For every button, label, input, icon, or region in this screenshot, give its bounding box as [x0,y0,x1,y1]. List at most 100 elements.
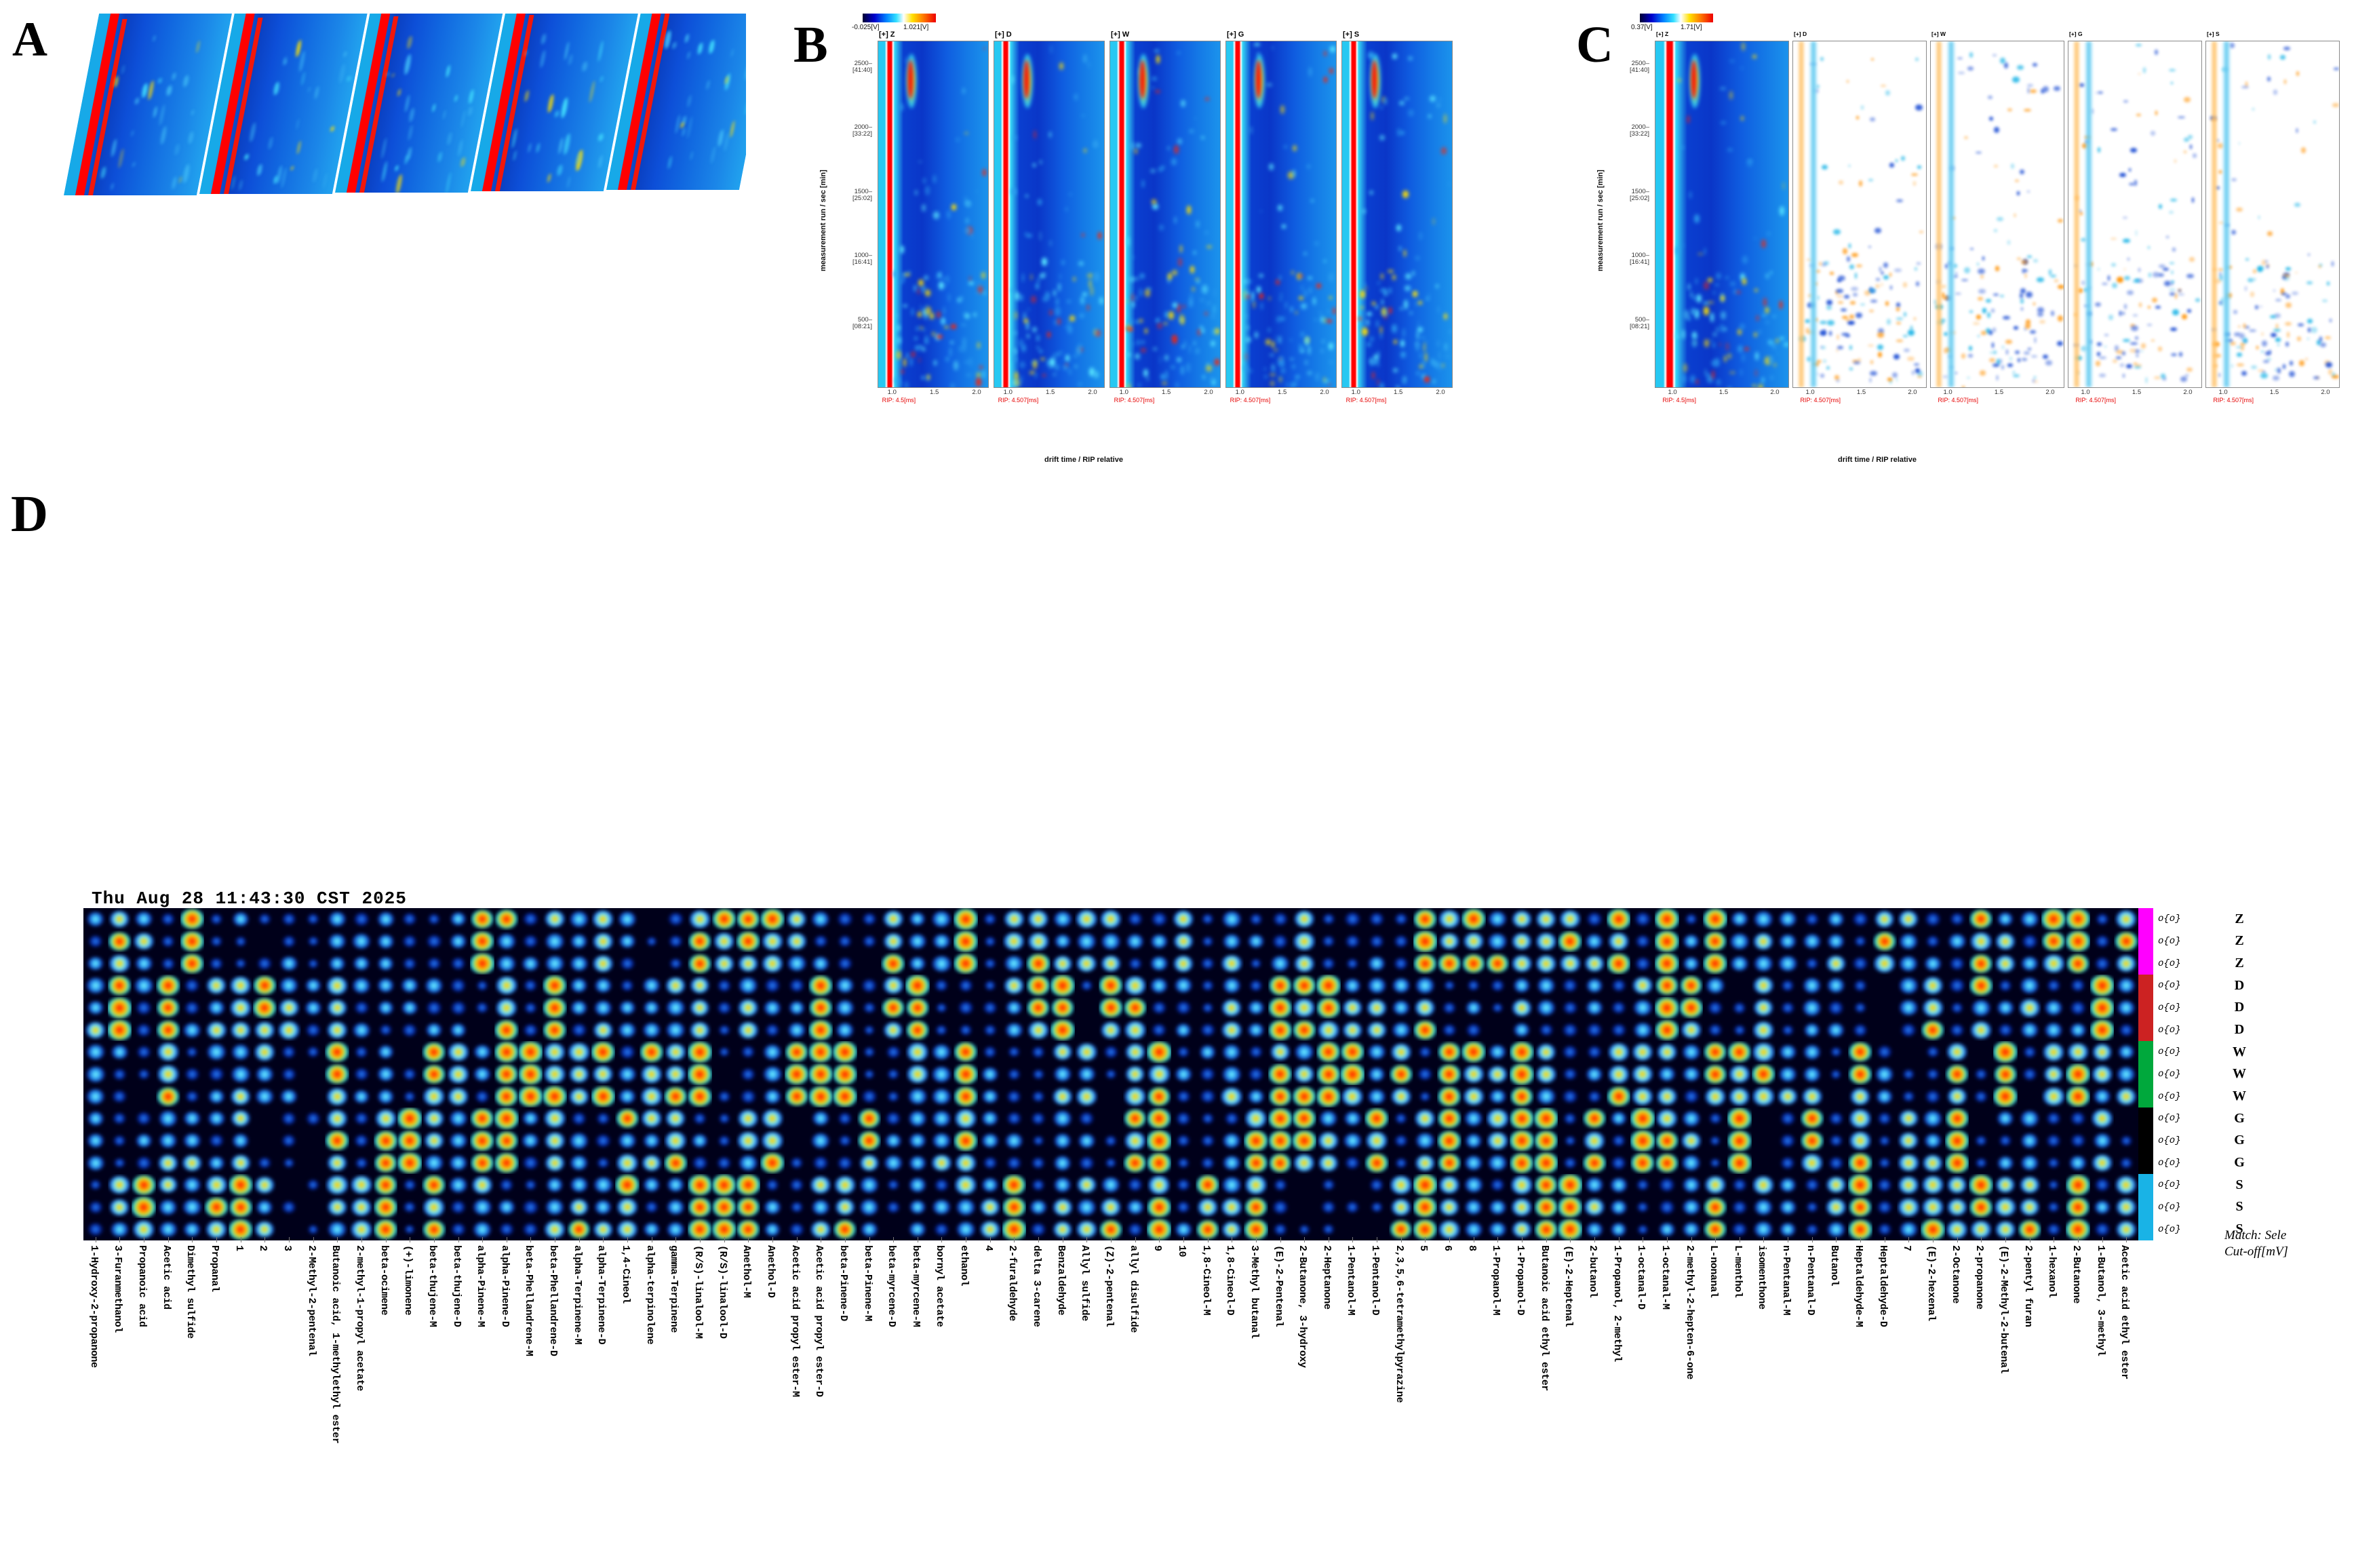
heatmap-cell [1630,1063,1655,1086]
difference-spot [2170,328,2178,331]
heatmap-cell [1558,1174,1583,1196]
heatmap-spot [1993,1042,2018,1063]
heatmap-cell [1365,1019,1389,1041]
signal-peak [1040,231,1042,241]
difference-spot [2171,281,2174,286]
difference-spot [2186,367,2193,372]
heatmap-cell [1147,908,1172,930]
heatmap-cell [1268,1108,1293,1130]
heatmap-spot [524,980,537,992]
heatmap-spot [1780,1178,1796,1192]
difference-spot [1992,54,1997,57]
heatmap-cell [905,1152,930,1174]
heatmap-spot [209,1135,224,1147]
heatmap-spot [1731,912,1748,926]
signal-peak [1329,383,1331,387]
heatmap-spot [1292,1131,1316,1151]
signal-peak [1673,335,1679,338]
heatmap-cell [1679,908,1704,930]
y-tick-time: [33:22] [852,130,872,138]
signal-peak [1379,134,1385,140]
heatmap-cell [760,1129,785,1152]
signal-peak [1087,61,1090,68]
signal-peak [1156,55,1160,64]
heatmap-cell [1533,1108,1558,1130]
heatmap-cell [2066,952,2090,975]
difference-spot [2049,274,2056,278]
difference-spot [2111,262,2116,267]
heatmap-spot [161,914,175,925]
difference-spot [1916,281,1919,286]
heatmap-spot [1946,1043,1967,1061]
heatmap-cell [833,1152,857,1174]
heatmap-spot [1347,958,1358,968]
heatmap-spot [1927,1046,1939,1057]
signal-peak [901,274,905,283]
heatmap-cell [1533,1152,1558,1174]
heatmap-spot [2044,1066,2063,1082]
panel-c-x-axis-title: drift time / RIP relative [1838,456,1917,464]
heatmap-spot [1826,1199,1846,1215]
heatmap-cell [252,1041,277,1063]
difference-spot [1878,328,1885,334]
sample-label: [+] G [2069,31,2083,37]
heatmap-spot [157,1087,179,1106]
difference-spot [2218,301,2223,305]
signal-peak [1323,380,1329,383]
heatmap-cell [1413,1196,1438,1219]
heatmap-cell [1244,908,1268,930]
heatmap-cell [1171,1085,1196,1108]
heatmap-spot [2120,1158,2133,1169]
signal-peak [943,307,945,316]
heatmap-cell [639,975,664,997]
compound-label: 1-Pentanol-M [1345,1245,1357,1316]
difference-spot [1890,378,1892,385]
heatmap-cell [977,1085,1002,1108]
y-tick-label: 2000– [33:22] [833,123,872,138]
heatmap-spot [619,1001,635,1015]
heatmap-spot [2066,1086,2090,1107]
heatmap-cell [1558,1152,1583,1174]
signal-peak [1280,104,1285,115]
heatmap-spot [2047,1223,2060,1235]
heatmap-spot [1657,1088,1677,1105]
difference-spot [2057,341,2063,347]
heatmap-cell [543,1129,567,1152]
heatmap-cell [1510,1196,1534,1219]
heatmap-cell [1775,908,1800,930]
compound-label: 5 [1417,1245,1430,1251]
heatmap-spot [1681,1132,1701,1149]
heatmap-spot [450,1223,466,1236]
heatmap-spot [932,956,951,972]
heatmap-spot [909,934,926,949]
heatmap-spot [1563,1002,1577,1014]
heatmap-spot [814,935,827,947]
heatmap-cell [1122,1041,1147,1063]
heatmap-cell [2066,1196,2090,1219]
difference-spot [2229,43,2235,48]
difference-spot [2277,344,2280,346]
signal-peak [1710,338,1713,342]
heatmap-spot [1002,1197,1026,1217]
heatmap-cell [349,1063,374,1086]
rip-difference-band [1936,41,1942,387]
signal-peak [1770,376,1774,380]
compound-label: 2-Butanone, 3-hydroxy [1297,1245,1309,1368]
heatmap-spot [1200,1067,1215,1081]
heatmap-spot [717,1002,731,1014]
x-tick-label: 1.5 [1719,389,1729,396]
heatmap-cell [325,1063,350,1086]
heatmap-cell [180,1041,205,1063]
chromatogram-plot [1930,41,2064,388]
heatmap-cell [808,952,833,975]
heatmap-cell [252,952,277,975]
heatmap-spot [1683,935,1699,948]
heatmap-spot [981,1112,998,1126]
signal-peak [1040,159,1042,165]
heatmap-spot [1632,977,1653,994]
heatmap-cell [1703,952,1727,975]
chromatogram-plot [1110,41,1221,388]
compound-label: 1-Hydroxy-2-propanone [87,1245,100,1368]
difference-spot [2033,376,2036,379]
heatmap-spot [1969,1175,1993,1196]
